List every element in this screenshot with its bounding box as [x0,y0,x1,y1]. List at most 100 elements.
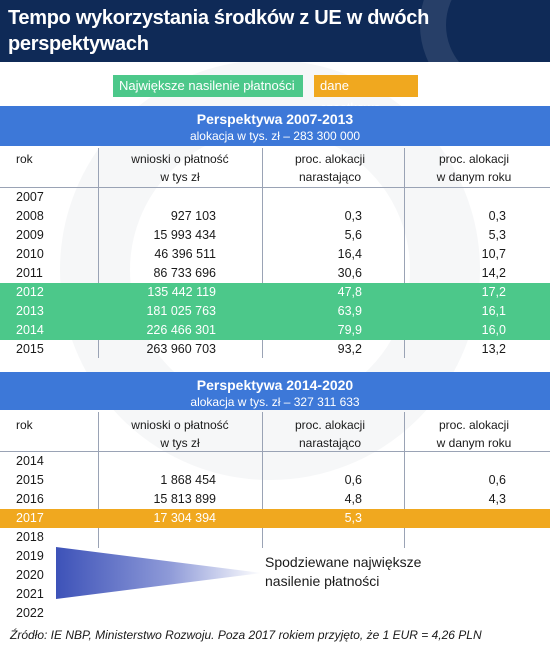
cell-year: 2013 [16,304,44,318]
cell-v2: 0,6 [344,473,362,487]
table-row: 2009 15 993 434 5,6 5,3 [0,226,550,245]
cell-v2: 30,6 [337,266,362,280]
cell-year: 2020 [16,568,44,582]
cell-year: 2009 [16,228,44,242]
cell-v3: 16,0 [481,323,506,337]
cell-year: 2016 [16,492,44,506]
legend-green: Największe nasilenie płatności [113,75,303,97]
table-row: 2020 [0,566,550,585]
cell-v2: 5,3 [344,511,362,525]
cell-v1: 15 813 899 [153,492,216,506]
cell-v1: 1 868 454 [160,473,216,487]
table-row: 2016 15 813 899 4,8 4,3 [0,490,550,509]
p2-col-wnioski: wnioski o płatność w tys zł [120,416,240,452]
p2-col-rok: rok [16,418,33,432]
expected-peak-line1: Spodziewane największe [265,554,422,570]
p2-band: Perspektywa 2014-2020 alokacja w tys. zł… [0,372,550,410]
p1-subheading: alokacja w tys. zł – 283 300 000 [189,129,361,143]
cell-year: 2018 [16,530,44,544]
p1-divider-2 [262,148,263,358]
table-row: 2013 181 025 763 63,9 16,1 [0,302,550,321]
cell-year: 2007 [16,190,44,204]
table-row: 2022 [0,604,550,623]
p1-col-wnioski-l2: w tys zł [160,170,200,184]
cell-v3: 5,3 [488,228,506,242]
p2-col-narast-l1: proc. alokacji [294,418,366,432]
cell-v1: 17 304 394 [153,511,216,525]
logo-ring-icon [420,0,550,62]
p2-heading: Perspektywa 2014-2020 [196,377,354,393]
expected-peak-arrow-icon [56,547,262,599]
cell-v1: 46 396 511 [154,247,216,261]
p1-col-roku-l2: w danym roku [436,170,512,184]
p1-divider-3 [404,148,405,358]
p1-band: Perspektywa 2007-2013 alokacja w tys. zł… [0,106,550,146]
p2-col-narast-l2: narastająco [298,436,362,450]
cell-year: 2022 [16,606,44,620]
cell-v3: 13,2 [481,342,506,356]
table-row: 2014 226 466 301 79,9 16,0 [0,321,550,340]
p1-divider-1 [98,148,99,358]
table-row: 2008 927 103 0,3 0,3 [0,207,550,226]
table-row: 2015 1 868 454 0,6 0,6 [0,471,550,490]
cell-v1: 135 442 119 [147,285,216,299]
table-row: 2010 46 396 511 16,4 10,7 [0,245,550,264]
p2-col-wnioski-l1: wnioski o płatność [131,418,229,432]
p1-col-narast-l1: proc. alokacji [294,152,366,166]
p1-col-roku: proc. alokacji w danym roku [414,150,534,186]
cell-v2: 63,9 [337,304,362,318]
table-row: 2011 86 733 696 30,6 14,2 [0,264,550,283]
cell-v3: 0,3 [488,209,506,223]
table-row: 2021 [0,585,550,604]
cell-year: 2010 [16,247,44,261]
cell-v1: 15 993 434 [153,228,216,242]
cell-year: 2012 [16,285,44,299]
p2-col-narast: proc. alokacji narastająco [270,416,390,452]
p1-heading: Perspektywa 2007-2013 [196,111,354,127]
cell-v2: 79,9 [337,323,362,337]
cell-v3: 4,3 [488,492,506,506]
p1-header-rule [0,187,550,188]
cell-v1: 181 025 763 [146,304,216,318]
cell-year: 2015 [16,473,44,487]
p1-col-wnioski: wnioski o płatność w tys zł [120,150,240,186]
cell-v3: 0,6 [488,473,506,487]
cell-v3: 17,2 [481,285,506,299]
page-title: Tempo wykorzystania środków z UE w dwóch… [8,7,430,55]
p2-col-roku-l1: proc. alokacji [438,418,510,432]
cell-v2: 5,6 [344,228,362,242]
cell-v2: 0,3 [344,209,362,223]
cell-v3: 10,7 [481,247,506,261]
cell-year: 2021 [16,587,44,601]
p2-col-roku: proc. alokacji w danym roku [414,416,534,452]
p1-col-wnioski-l1: wnioski o płatność [131,152,229,166]
table-row: 2007 [0,188,550,207]
table-row: 2015 263 960 703 93,2 13,2 [0,340,550,359]
cell-v1: 86 733 696 [153,266,216,280]
p2-col-roku-l2: w danym roku [436,436,512,450]
cell-year: 2015 [16,342,44,356]
p2-header-rule [0,451,550,452]
p2-col-wnioski-l2: w tys zł [160,436,200,450]
cell-v2: 93,2 [337,342,362,356]
p2-divider-1 [98,412,99,548]
table-row: 2019 [0,547,550,566]
p1-col-narast: proc. alokacji narastająco [270,150,390,186]
table-row: 2017 17 304 394 5,3 [0,509,550,528]
p2-divider-2 [262,412,263,548]
cell-v3: 14,2 [481,266,506,280]
table-row: 2012 135 442 119 47,8 17,2 [0,283,550,302]
cell-year: 2011 [16,266,43,280]
p2-divider-3 [404,412,405,548]
cell-v2: 16,4 [337,247,362,261]
table-row: 2014 [0,452,550,471]
cell-v2: 47,8 [337,285,362,299]
p2-subheading: alokacja w tys. zł – 327 311 633 [190,395,360,409]
p1-col-narast-l2: narastająco [298,170,362,184]
header: Tempo wykorzystania środków z UE w dwóch… [0,0,550,62]
cell-year: 2017 [16,511,44,525]
expected-peak-note: Spodziewane największe nasilenie płatnoś… [265,553,421,591]
p1-col-roku-l1: proc. alokacji [438,152,510,166]
cell-year: 2014 [16,454,44,468]
table-row: 2018 [0,528,550,547]
